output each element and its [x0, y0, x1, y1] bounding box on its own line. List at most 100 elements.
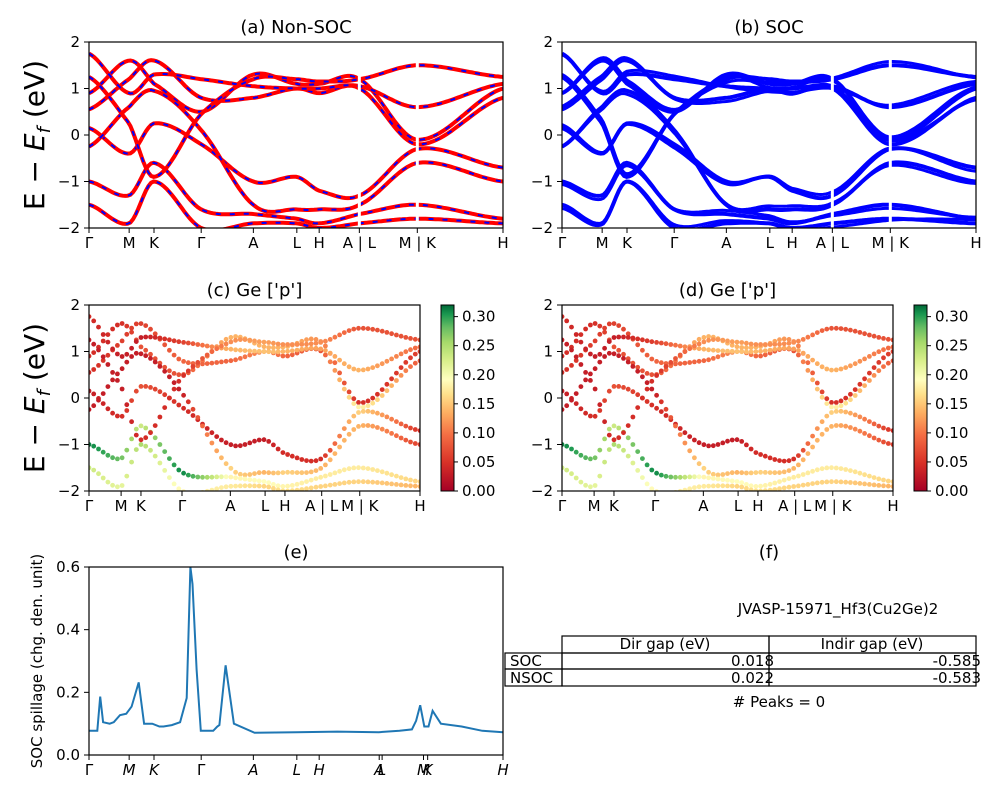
- band-point: [271, 470, 276, 476]
- band-point: [706, 334, 711, 339]
- band-point: [360, 400, 366, 405]
- band-point: [871, 333, 877, 339]
- band-point: [857, 330, 863, 335]
- x-tick-label: Γ: [197, 761, 206, 779]
- band-point: [758, 452, 763, 457]
- band-point: [408, 439, 413, 445]
- band-point: [876, 349, 882, 355]
- colorbar-tick-label: 0.25: [935, 337, 968, 355]
- band-point: [862, 376, 867, 382]
- band-point: [247, 483, 253, 489]
- table-cell-nsoc-indir: -0.583: [933, 669, 981, 687]
- band-point: [157, 389, 163, 395]
- plot-area: [89, 567, 503, 734]
- band-line-dashed: [89, 161, 503, 225]
- band-point: [299, 457, 305, 462]
- band-point: [200, 361, 205, 367]
- band-point: [214, 360, 220, 365]
- band-point: [214, 486, 220, 491]
- band-point: [412, 483, 418, 489]
- band-point: [611, 384, 617, 389]
- band-point: [157, 335, 163, 341]
- band-point: [337, 370, 342, 376]
- band-point: [649, 356, 655, 362]
- y-tick-label: −1: [58, 173, 80, 191]
- band-point: [824, 326, 830, 332]
- band-point: [833, 409, 839, 414]
- band-point: [564, 443, 570, 449]
- band-line-split: [562, 53, 976, 107]
- band-point: [857, 381, 863, 387]
- plot-area: [89, 314, 420, 491]
- band-point: [237, 337, 243, 342]
- band-point: [403, 476, 409, 482]
- band-point: [346, 431, 352, 437]
- band-point: [734, 483, 740, 489]
- band-point: [318, 474, 324, 480]
- band-point: [148, 385, 153, 390]
- band-point: [625, 359, 631, 365]
- band-point: [285, 483, 290, 489]
- band-point: [233, 357, 239, 363]
- band-point: [862, 356, 867, 362]
- x-tick-label: H: [787, 234, 798, 252]
- band-point: [252, 348, 257, 354]
- band-point: [323, 483, 328, 489]
- band-point: [185, 399, 191, 405]
- x-tick-label: H: [497, 761, 508, 779]
- band-point: [384, 414, 390, 420]
- band-point: [162, 392, 168, 398]
- band-point: [583, 326, 588, 332]
- band-point: [791, 484, 797, 489]
- band-point: [692, 340, 697, 345]
- band-point: [692, 359, 697, 365]
- band-point: [105, 332, 111, 337]
- band-point: [673, 356, 678, 361]
- band-point: [129, 329, 135, 335]
- band-point: [862, 331, 867, 337]
- band-point: [592, 386, 598, 392]
- band-point: [852, 393, 858, 398]
- band-point: [658, 360, 664, 366]
- band-point: [852, 469, 858, 475]
- band-point: [573, 332, 579, 337]
- band-point: [389, 472, 394, 478]
- band-point: [791, 340, 797, 345]
- band-point: [370, 467, 376, 472]
- x-tick-label: H: [414, 497, 425, 515]
- band-point: [346, 394, 352, 400]
- band-point: [214, 474, 220, 480]
- band-point: [701, 335, 707, 340]
- band-point: [777, 337, 782, 343]
- band-point: [209, 487, 215, 491]
- band-point: [621, 430, 626, 436]
- band-point: [677, 343, 683, 349]
- band-point: [356, 479, 361, 485]
- band-point: [635, 364, 641, 370]
- band-point: [266, 340, 272, 345]
- band-point: [696, 474, 702, 480]
- band-point: [152, 356, 158, 362]
- band-point: [644, 380, 650, 386]
- band-point: [640, 395, 645, 401]
- band-point: [332, 368, 338, 373]
- band-point: [729, 470, 735, 476]
- band-point: [379, 412, 385, 418]
- x-tick-label: Γ: [85, 761, 94, 779]
- band-point: [729, 348, 735, 354]
- y-axis-label-middle: E − Ef (eV): [18, 323, 55, 473]
- band-point: [762, 488, 768, 491]
- colorbar-tick-label: 0.20: [935, 366, 968, 384]
- band-point: [115, 322, 120, 328]
- band-point: [720, 348, 726, 354]
- band-point: [805, 368, 811, 373]
- band-point: [379, 387, 385, 392]
- band-point: [394, 419, 399, 424]
- panel-d: 0.00 0.05 0.10 0.15 0.20 0.25 0.30 (d) Ge ['p']…: [531, 280, 969, 515]
- band-point: [375, 363, 380, 369]
- band-point: [280, 342, 286, 347]
- colorbar-tick-label: 0.00: [462, 482, 495, 500]
- band-point: [852, 361, 858, 367]
- band-point: [356, 424, 361, 429]
- band-point: [308, 458, 314, 464]
